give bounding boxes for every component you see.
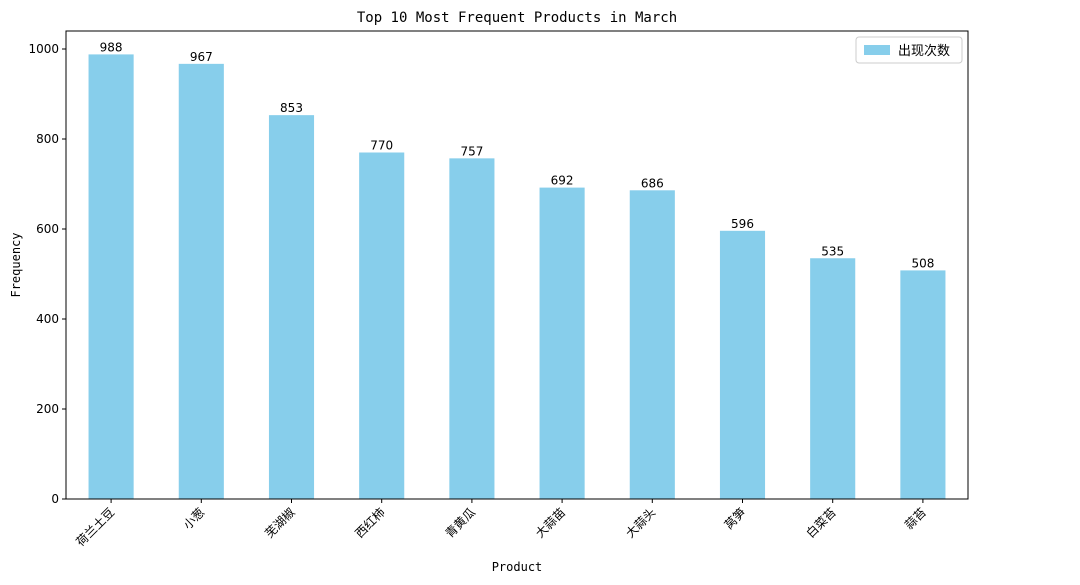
x-tick-label: 西红柿 [352, 505, 388, 541]
bar [539, 187, 585, 499]
bars-layer [88, 54, 946, 500]
data-labels-layer: 988 967 853 770 757 692 686 596 535 508 [100, 40, 935, 270]
plot-frame [65, 30, 969, 500]
bar [359, 152, 405, 499]
bar [178, 63, 224, 499]
x-tick-label: 芜湖椒 [262, 505, 298, 541]
x-tick-label: 莴笋 [721, 505, 749, 533]
bar [88, 54, 134, 500]
x-tick-label: 大蒜苗 [533, 505, 568, 540]
bar [900, 270, 946, 499]
x-axis: 荷兰土豆 小葱 芜湖椒 西红柿 青黄瓜 大蒜苗 大蒜头 莴笋 白菜苔 蒜苔 [73, 499, 929, 549]
data-label: 692 [551, 174, 574, 188]
data-label: 535 [821, 244, 844, 258]
legend-box [855, 36, 963, 64]
y-tick-label: 800 [36, 132, 59, 146]
x-tick-label: 蒜苔 [902, 505, 929, 532]
x-tick-label: 荷兰土豆 [73, 505, 117, 549]
data-label: 596 [731, 217, 754, 231]
bar [810, 258, 856, 499]
y-tick-label: 400 [36, 312, 59, 326]
legend-swatch [864, 45, 890, 55]
bar [268, 115, 315, 500]
y-tick-label: 200 [36, 402, 59, 416]
y-tick-label: 1000 [28, 42, 59, 56]
data-label: 967 [190, 50, 213, 64]
x-tick-label: 青黄瓜 [443, 505, 478, 540]
legend-entry: 出现次数 [898, 43, 950, 59]
data-label: 508 [911, 256, 934, 270]
y-axis-label: Frequency [9, 232, 23, 297]
x-axis-label: Product [492, 560, 543, 574]
bar [629, 190, 675, 500]
bar [449, 158, 495, 499]
data-label: 757 [460, 144, 483, 158]
x-tick-label: 大蒜头 [623, 505, 658, 540]
data-label: 853 [280, 101, 303, 115]
data-label: 686 [641, 176, 664, 190]
x-tick-label: 白菜苔 [803, 505, 839, 541]
bar [719, 230, 766, 500]
y-axis: 0 200 400 600 800 1000 [28, 42, 66, 506]
y-tick-label: 0 [51, 492, 59, 506]
data-label: 770 [370, 139, 393, 153]
data-label: 988 [100, 40, 123, 54]
y-tick-label: 600 [36, 222, 59, 236]
chart-title: Top 10 Most Frequent Products in March [357, 10, 677, 26]
x-tick-label: 小葱 [181, 505, 208, 532]
legend: 出现次数 [855, 36, 963, 64]
